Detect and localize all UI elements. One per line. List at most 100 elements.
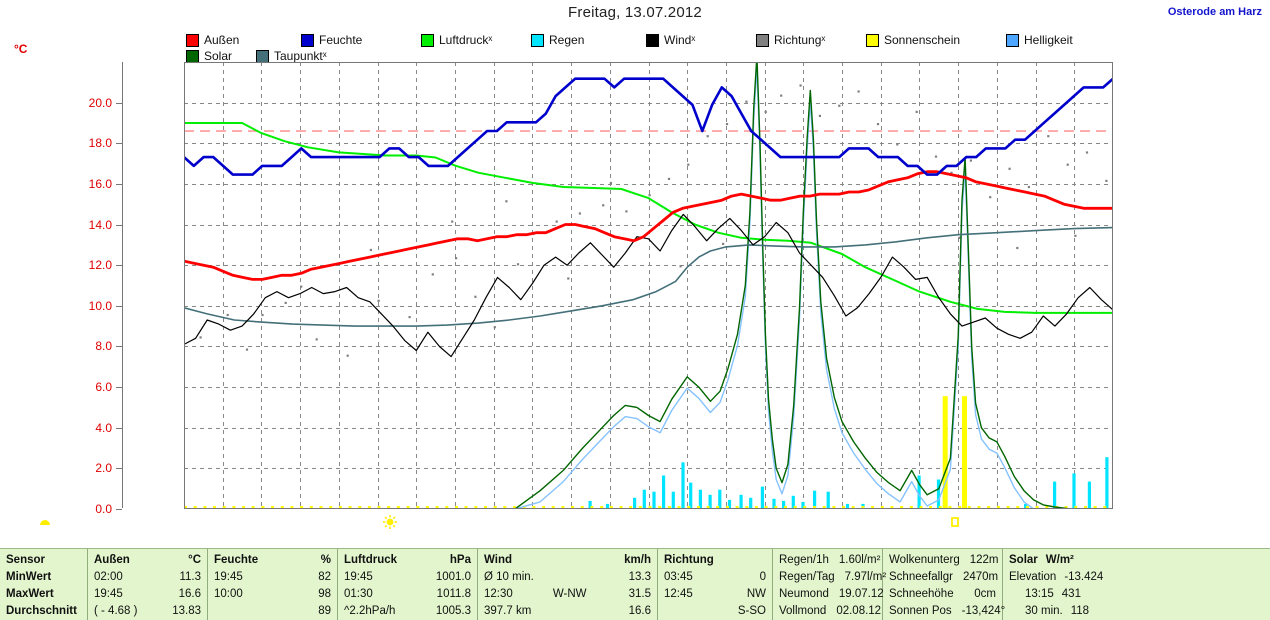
- regen-bar: [642, 489, 646, 509]
- richtung-dot: [1074, 234, 1077, 237]
- richtung-dot: [199, 336, 202, 339]
- square-icon: [951, 517, 959, 527]
- legend-swatch-taupunkt-icon: [256, 49, 269, 63]
- richtung-dot: [1105, 179, 1108, 182]
- neumond-label: Neumond: [779, 588, 829, 600]
- sonnenschein-baseline-tick: [619, 506, 623, 509]
- series-feuchte: [184, 77, 1113, 176]
- chart-plot-area[interactable]: [184, 62, 1113, 509]
- sonnenschein-baseline-tick: [309, 506, 313, 509]
- sonnenschein-baseline-tick: [222, 506, 226, 509]
- richtung-dot: [455, 257, 458, 260]
- richtung-dot: [1085, 151, 1089, 154]
- luftdruck-line: [184, 122, 1113, 314]
- y-axis-tickmark: [116, 305, 122, 307]
- legend-item-sonnenschein[interactable]: Sonnenschein: [866, 32, 1006, 48]
- legend-item-aussen[interactable]: Außen: [186, 32, 301, 48]
- richtung-dot: [706, 135, 709, 138]
- series-luftdruck: [184, 122, 1113, 314]
- wind-header-label: Wind: [484, 554, 512, 566]
- richtung-dot: [315, 338, 318, 341]
- plot-frame: [184, 62, 1113, 509]
- y-axis-tick-14.0: 14.0: [88, 217, 112, 232]
- regen-bar: [681, 462, 685, 509]
- legend-item-taupunkt[interactable]: Taupunktˣ: [256, 48, 376, 64]
- sonnenschein-baseline-tick: [822, 506, 826, 509]
- regen-bar: [760, 486, 764, 509]
- legend-item-regen[interactable]: Regen: [531, 32, 646, 48]
- legend-item-feuchte[interactable]: Feuchte: [301, 32, 421, 48]
- sonnenschein-baseline-tick: [716, 506, 720, 509]
- sonnenschein-baseline-tick: [251, 506, 255, 509]
- legend-item-luftdruck[interactable]: Luftdruckˣ: [421, 32, 531, 48]
- richtung-dot: [958, 236, 961, 239]
- sonnenschein-baseline-tick: [919, 506, 923, 509]
- sonnenschein-baseline-tick: [861, 506, 865, 509]
- legend-label-taupunkt: Taupunktˣ: [274, 49, 327, 63]
- richtung-dot: [780, 94, 783, 97]
- richtung-dot: [745, 100, 748, 103]
- legend-item-solar[interactable]: Solar: [186, 48, 256, 64]
- legend-item-helligkeit[interactable]: Helligkeit: [1006, 32, 1111, 48]
- legend-swatch-helligkeit-icon: [1006, 33, 1019, 47]
- richtung-dot: [602, 204, 605, 207]
- sonnenschein-baseline-tick: [300, 506, 304, 509]
- y-axis-line: [122, 62, 123, 508]
- regen-bar: [633, 497, 637, 509]
- legend-swatch-luftdruck-icon: [421, 33, 434, 47]
- sonnenschein-baseline-tick: [687, 506, 691, 509]
- regen-bar: [1105, 457, 1109, 509]
- richtung-dot: [764, 110, 767, 113]
- table-column-wolken: Wolkenunterg 122m Schneefallgr 2470m Schne…: [883, 549, 1005, 620]
- weather-chart-svg[interactable]: [184, 62, 1113, 509]
- moon-icon: [40, 520, 50, 525]
- legend-label-sonnenschein: Sonnenschein: [884, 33, 961, 47]
- sunrise-marker: [382, 514, 398, 535]
- sonnenschein-baseline-tick: [377, 506, 381, 509]
- sonnenschein-baseline-tick: [358, 506, 362, 509]
- sonnenschein-baseline-tick: [493, 506, 497, 509]
- sonnenschein-baseline-tick: [609, 506, 613, 509]
- legend-swatch-sonnenschein-icon: [866, 33, 879, 47]
- legend-swatch-regen-icon: [531, 33, 544, 47]
- feuchte-header-label: Feuchte: [214, 554, 259, 566]
- regen-1h-label: Regen/1h: [779, 554, 829, 566]
- legend-item-wind[interactable]: Windˣ: [646, 32, 756, 48]
- series-helligkeit: [514, 66, 1072, 509]
- sonnenschein-bar: [962, 396, 967, 509]
- richtung-dot: [377, 299, 380, 302]
- regen-bar: [1024, 503, 1028, 509]
- sonnenschein-baseline-tick: [416, 506, 420, 509]
- wind-distance: 397.7 km: [484, 605, 532, 617]
- regen-bar: [689, 482, 693, 509]
- sonnenschein-baseline-tick: [871, 506, 875, 509]
- wolkenuntergrenze-label: Wolkenunterg: [889, 554, 960, 566]
- schneefallgrenze-label: Schneefallgr: [889, 571, 953, 583]
- sonnenschein-baseline-tick: [280, 506, 284, 509]
- legend-swatch-solar-icon: [186, 49, 199, 63]
- chart-legend: Außen Feuchte Luftdruckˣ Regen Windˣ Richtung…: [186, 32, 1116, 64]
- sonnenschein-baseline-tick: [474, 506, 478, 509]
- y-axis-tickmark: [116, 143, 122, 145]
- sonnenschein-baseline-tick: [958, 506, 962, 509]
- sensor-header: Sensor: [6, 554, 45, 566]
- sonnenschein-baseline-tick: [735, 506, 739, 509]
- wind-min-dir: [572, 569, 580, 586]
- sonnenschein-baseline-tick: [725, 506, 729, 509]
- series-solar: [514, 62, 1072, 509]
- sonnenschein-baseline-tick: [696, 506, 700, 509]
- astro-marker-row: [0, 510, 1270, 548]
- regen-bar: [917, 475, 921, 509]
- regen-1h-value: 1.60l/m²: [838, 554, 881, 566]
- series-regen: [588, 457, 1109, 509]
- moonrise-marker: [37, 514, 53, 535]
- sonnenschein-baseline-tick: [261, 506, 265, 509]
- sonnenschein-baseline-tick: [1064, 506, 1068, 509]
- solar-line: [514, 62, 1072, 509]
- richtung-max-time: 12:45: [664, 588, 693, 600]
- sonnenschein-baseline-tick: [658, 506, 662, 509]
- legend-item-richtung[interactable]: Richtungˣ: [756, 32, 866, 48]
- table-column-feuchte: Feuchte% 19:45 82 10:00 98 89: [208, 549, 338, 620]
- regen-bar: [588, 500, 592, 509]
- regen-bar: [1072, 473, 1076, 509]
